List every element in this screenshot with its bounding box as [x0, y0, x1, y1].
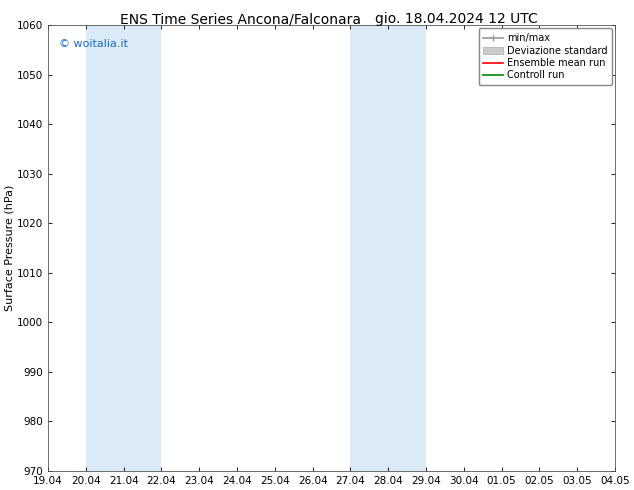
Bar	[351, 25, 426, 471]
Bar	[615, 25, 634, 471]
Y-axis label: Surface Pressure (hPa): Surface Pressure (hPa)	[4, 185, 14, 311]
Text: © woitalia.it: © woitalia.it	[60, 39, 129, 49]
Bar	[86, 25, 162, 471]
Legend: min/max, Deviazione standard, Ensemble mean run, Controll run: min/max, Deviazione standard, Ensemble m…	[479, 28, 612, 85]
Text: ENS Time Series Ancona/Falconara: ENS Time Series Ancona/Falconara	[120, 12, 361, 26]
Text: gio. 18.04.2024 12 UTC: gio. 18.04.2024 12 UTC	[375, 12, 538, 26]
